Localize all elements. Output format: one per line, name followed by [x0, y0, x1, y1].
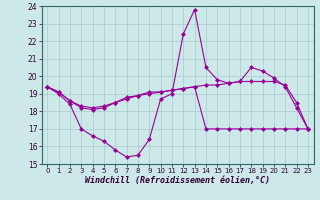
X-axis label: Windchill (Refroidissement éolien,°C): Windchill (Refroidissement éolien,°C): [85, 176, 270, 185]
